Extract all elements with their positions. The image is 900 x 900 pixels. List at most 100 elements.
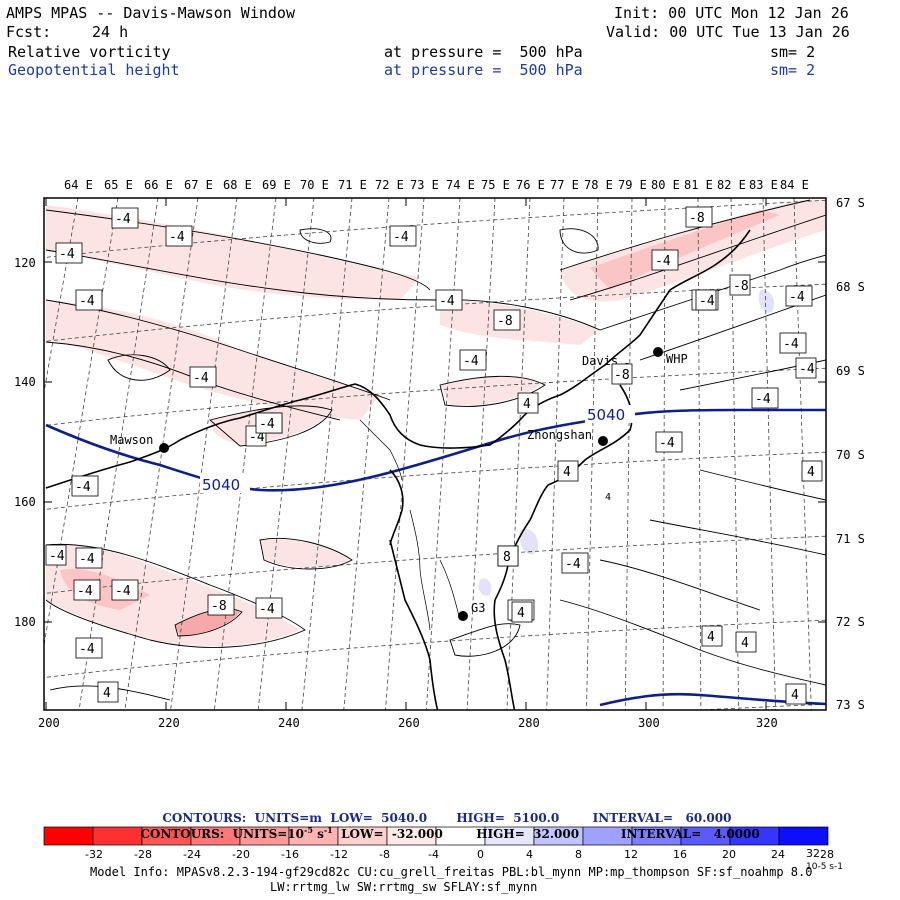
vort-label: -4: [751, 387, 779, 409]
lon-label: 73 E: [410, 178, 439, 192]
colorbar-tick-label: 16: [673, 848, 687, 861]
contour-info-height: CONTOURS: UNITS=m LOW= 5040.0 HIGH= 5100…: [162, 811, 732, 825]
station-label: Davis: [582, 354, 618, 368]
lon-label: 76 E: [516, 178, 545, 192]
vort-contour-line: [174, 608, 243, 637]
vort-label: 4: [97, 681, 119, 703]
svg-text:-4: -4: [193, 371, 209, 386]
vort-contour-line: [449, 623, 521, 657]
vort-contour-line: [599, 254, 826, 331]
vort-label: -4: [55, 242, 83, 264]
vort-label: -8: [685, 206, 713, 228]
svg-text:-4: -4: [79, 294, 95, 309]
init-time: Init: 00 UTC Mon 12 Jan 26: [614, 4, 849, 22]
vort-label: 8: [497, 545, 519, 567]
vort-label: -4: [561, 552, 589, 574]
svg-text:-4: -4: [439, 294, 455, 309]
coastline-path: [389, 469, 404, 546]
vort-contour-line: [209, 405, 333, 447]
terrain-lines: [359, 419, 461, 631]
colorbar-tick-label: -32: [85, 848, 103, 861]
field2-smoothing: sm= 2: [770, 61, 816, 79]
vort-label: 4: [701, 625, 723, 647]
meridian-line: [662, 198, 666, 710]
pos-vort-area: [478, 578, 492, 596]
svg-text:-4: -4: [565, 557, 581, 572]
x-tick-label: 320: [756, 716, 778, 730]
svg-text:-8: -8: [733, 279, 749, 294]
station-marker: [458, 611, 468, 621]
svg-text:-4: -4: [799, 362, 815, 377]
lon-label: 72 E: [375, 178, 404, 192]
lat-label: 70 S: [836, 448, 865, 462]
lat-label: 72 S: [836, 615, 865, 629]
pos-vort-area: [758, 289, 775, 313]
lon-label: 83 E: [749, 178, 778, 192]
lon-label: 67 E: [184, 178, 213, 192]
svg-text:-4: -4: [463, 354, 479, 369]
svg-text:-4: -4: [169, 230, 185, 245]
colorbar-tick-label: 24: [771, 848, 785, 861]
colorbar-tick-label: -20: [232, 848, 250, 861]
vort-label: -8: [207, 594, 235, 616]
svg-text:4: 4: [807, 465, 815, 480]
vort-label: -4: [73, 579, 101, 601]
colorbar-tick-label: 4: [526, 848, 533, 861]
vort-contour-line: [699, 469, 826, 501]
model-info-line1: Model Info: MPASv8.2.3-194-gf29cd82c CU:…: [90, 865, 813, 879]
stations: Mawson Davis WHP Zhongshan G3: [110, 347, 688, 621]
field1-level: at pressure = 500 hPa: [384, 43, 583, 61]
lon-label: 68 E: [223, 178, 252, 192]
coastline-path: [493, 599, 516, 710]
vort-label: -4: [255, 412, 283, 434]
vort-label: -4: [785, 285, 813, 307]
field2-level: at pressure = 500 hPa: [384, 61, 583, 79]
parallel-line: [44, 199, 826, 258]
svg-text:-8: -8: [497, 314, 513, 329]
meridian-line: [44, 198, 119, 648]
svg-text:-4: -4: [755, 392, 771, 407]
vorticity-labels: -4 -4 -4 -4 -4 -4 -4 -4 -4 -8 -8 -4 -4 -…: [45, 206, 823, 705]
svg-text:-4: -4: [393, 230, 409, 245]
vort-label: -4: [695, 289, 717, 311]
vort-label: 4: [785, 683, 807, 705]
colorbar-tick-label: 12: [624, 848, 638, 861]
lat-label: 67 S: [836, 196, 865, 210]
vort-label: -4: [75, 547, 103, 569]
lon-label: 84 E: [780, 178, 809, 192]
terrain-line: [359, 419, 403, 481]
svg-text:4: 4: [707, 630, 715, 645]
svg-text:-8: -8: [614, 368, 630, 383]
valid-time: Valid: 00 UTC Tue 13 Jan 26: [606, 23, 850, 41]
vort-contour-line: [107, 354, 171, 381]
coastline-path: [389, 539, 439, 710]
svg-text:-4: -4: [249, 430, 265, 445]
svg-text:-4: -4: [115, 584, 131, 599]
y-tick-label: 180: [14, 615, 36, 629]
svg-text:4: 4: [523, 397, 531, 412]
neg-vort-area: [46, 300, 380, 420]
vort-label: -4: [71, 475, 99, 497]
coastline-path: [45, 229, 751, 489]
plot-frame: [43, 197, 827, 711]
station-label: G3: [471, 601, 485, 615]
colorbar-tick-label: 0: [477, 848, 484, 861]
vort-contour-line: [599, 559, 761, 611]
vort-label: 4: [735, 631, 757, 653]
svg-text:-4: -4: [75, 480, 91, 495]
vort-contour-line: [45, 543, 306, 648]
y-tick-label: 120: [14, 256, 36, 270]
coastline-path: [494, 484, 549, 601]
neg-vort-area: [440, 376, 540, 406]
colorbar-tick-label: -24: [183, 848, 201, 861]
longitude-labels: 64 E 65 E 66 E 67 E 68 E 69 E 70 E 71 E …: [64, 178, 809, 192]
terrain-line: [439, 559, 461, 621]
vort-label: -4: [779, 332, 807, 354]
lon-label: 74 E: [446, 178, 475, 192]
vort-label: -4: [75, 289, 103, 311]
vort-label: 4: [511, 601, 533, 623]
height-contour-label: 5040: [202, 476, 240, 494]
colorbar-unit-exponent: 10-5 s-1: [806, 862, 843, 872]
lon-label: 69 E: [262, 178, 291, 192]
